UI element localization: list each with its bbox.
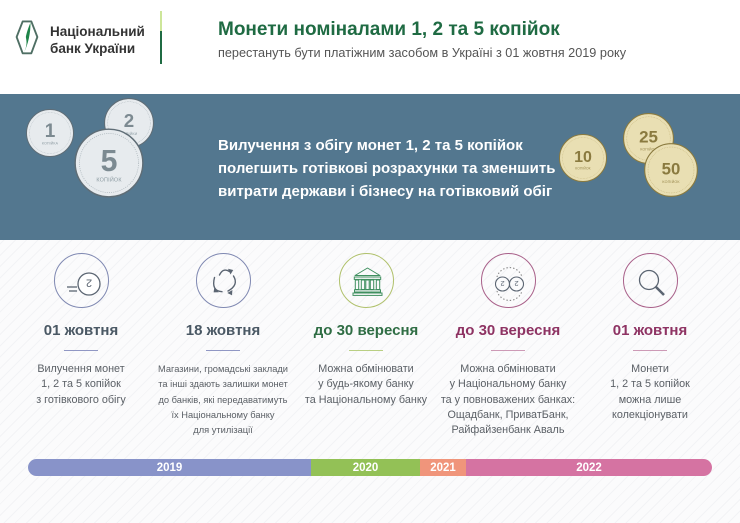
svg-text:5: 5 (101, 145, 118, 178)
svg-text:2: 2 (85, 277, 91, 289)
svg-text:50: 50 (662, 159, 681, 178)
svg-text:КОПІЙОК: КОПІЙОК (662, 180, 680, 184)
svg-text:1: 1 (45, 121, 56, 142)
svg-text:10: 10 (574, 149, 592, 166)
svg-text:КОПІЙКА: КОПІЙКА (42, 142, 59, 146)
svg-text:2: 2 (500, 279, 504, 288)
svg-text:2: 2 (514, 279, 518, 288)
svg-text:КОПІЙОК: КОПІЙОК (575, 167, 590, 171)
